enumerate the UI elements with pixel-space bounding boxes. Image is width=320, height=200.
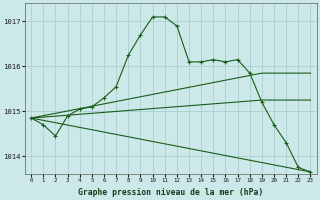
X-axis label: Graphe pression niveau de la mer (hPa): Graphe pression niveau de la mer (hPa) (78, 188, 263, 197)
